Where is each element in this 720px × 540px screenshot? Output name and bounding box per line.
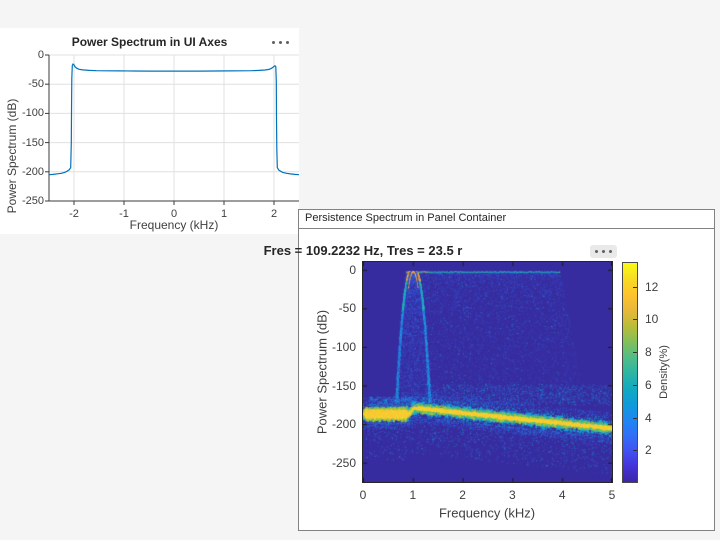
y-tick-label: -250 (331, 455, 356, 470)
colorbar-tick (633, 417, 637, 419)
axes-toolbar-ellipsis-icon[interactable] (272, 41, 289, 44)
x-tick-label: 0 (359, 488, 367, 502)
axes-title: Power Spectrum in UI Axes (71, 35, 228, 49)
colorbar-tick (633, 319, 637, 321)
axes-toolbar-ellipsis-icon[interactable] (590, 245, 617, 258)
x-tick-label: 1 (220, 208, 228, 220)
y-tick-label: -100 (331, 339, 356, 354)
colorbar-tick (633, 352, 637, 354)
x-tick-label: -1 (119, 208, 129, 220)
colorbar (622, 262, 638, 483)
x-tick-label: 2 (270, 208, 278, 220)
x-tick-label: -2 (69, 208, 79, 220)
y-tick-label: -150 (331, 378, 356, 393)
x-tick-label: 1 (409, 488, 417, 502)
colorbar-tick (633, 384, 637, 386)
y-tick-label: -50 (338, 301, 356, 316)
y-tick-label: 0 (37, 49, 44, 61)
y-tick-label: 0 (349, 262, 356, 277)
colorbar-tick (633, 450, 637, 452)
y-axis-label: Power Spectrum (dB) (314, 309, 330, 435)
y-axis-label: Power Spectrum (dB) (5, 98, 19, 214)
colorbar-tick (633, 286, 637, 288)
colorbar-tick-label: 2 (645, 443, 652, 458)
x-tick-label: 4 (558, 488, 566, 502)
y-tick-label: -50 (28, 78, 44, 91)
y-tick-label: -250 (21, 195, 44, 207)
y-tick-label: -200 (331, 417, 356, 432)
x-tick-label: 2 (459, 488, 466, 502)
line-plot-area[interactable] (0, 28, 299, 234)
colorbar-label: Density(%) (658, 345, 670, 399)
x-tick-label: 3 (509, 488, 516, 502)
y-tick-label: -150 (21, 136, 44, 149)
power-spectrum-uiaxes[interactable]: Power Spectrum in UI Axes 0 -50 -100 -150 -2… (0, 28, 299, 234)
colorbar-tick-label: 10 (645, 312, 659, 327)
colorbar-tick-label: 12 (645, 279, 659, 294)
panel-title-separator (299, 228, 714, 229)
x-axis-label: Frequency (kHz) (129, 218, 219, 232)
x-tick-label: 0 (170, 208, 178, 220)
persistence-axes-title: Fres = 109.2232 Hz, Tres = 23.5 r (263, 243, 463, 258)
persistence-heatmap[interactable] (363, 262, 612, 482)
y-tick-label: -200 (21, 165, 44, 178)
x-tick-label: 5 (608, 488, 616, 502)
y-tick-label: -100 (21, 107, 44, 120)
colorbar-tick-label: 4 (645, 410, 652, 425)
colorbar-tick-label: 6 (645, 377, 652, 392)
colorbar-tick-label: 8 (645, 345, 652, 360)
x-axis-label: Frequency (kHz) (438, 505, 536, 521)
panel-title: Persistence Spectrum in Panel Container (305, 212, 507, 224)
